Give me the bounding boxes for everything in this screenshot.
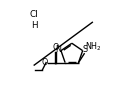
Text: O: O xyxy=(41,58,47,67)
Text: H: H xyxy=(31,21,37,30)
Text: N: N xyxy=(55,45,61,54)
Text: NH$_2$: NH$_2$ xyxy=(84,41,101,53)
Text: S: S xyxy=(82,45,87,54)
Text: Cl: Cl xyxy=(30,10,38,19)
Text: O: O xyxy=(52,43,58,52)
